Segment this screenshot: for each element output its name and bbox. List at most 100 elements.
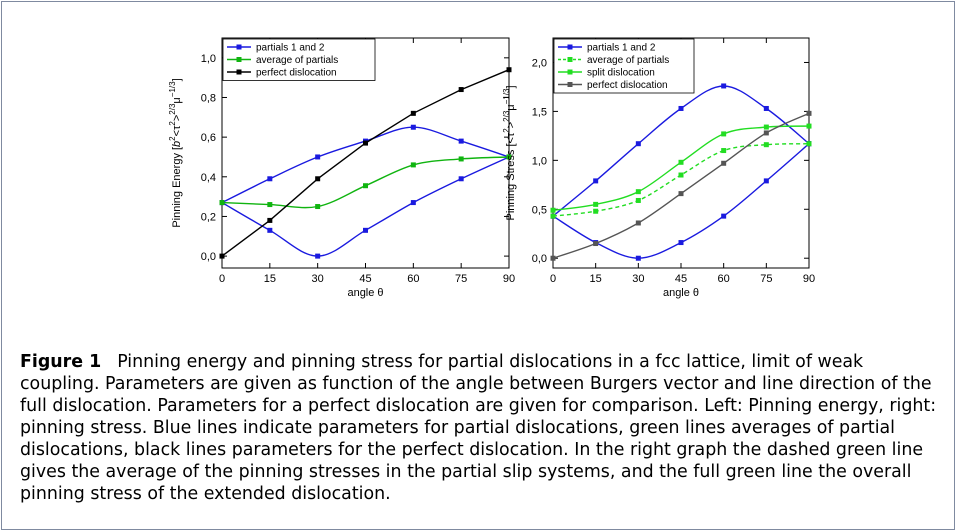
y-tick-label: 0,8 [201,92,216,104]
figure-caption: Figure 1 Pinning energy and pinning stres… [20,351,940,505]
data-point [678,105,684,111]
data-point [593,201,599,207]
series-line [553,112,809,259]
x-tick-label: 60 [407,273,419,285]
data-point [721,131,727,137]
x-tick-label: 45 [359,273,371,285]
data-point [763,130,769,136]
data-point [315,154,321,160]
y-axis-label-part: 2 [168,121,177,126]
y-tick-label: 1,0 [201,53,216,65]
data-point [550,255,556,261]
data-point [363,183,368,189]
y-axis-label-part: μ [505,104,517,110]
legend-label: average of partials [587,55,669,66]
legend-label: average of partials [256,55,338,66]
data-point [410,200,416,206]
y-axis-label-part: b [171,141,183,147]
data-point [593,241,599,247]
y-tick-label: 0,0 [201,251,216,263]
x-tick-label: 0 [219,273,225,285]
data-point [635,189,641,195]
y-tick-label: 0,6 [201,132,216,144]
data-point [721,148,727,154]
data-point [267,202,273,208]
y-axis-label-part: ] [505,85,517,88]
data-point [763,142,769,148]
y-axis-label-part: Pinning Stress [<τ [505,132,517,220]
figure-label: Figure 1 [20,352,102,372]
y-axis-label-part: > [505,122,517,128]
y-axis-label: Pinning Stress [<τ2>2/3μ−1/3] [502,85,517,220]
y-tick-label: 1,5 [532,106,547,118]
data-point [219,200,225,206]
data-point [721,83,727,89]
y-axis-label-part: μ [171,97,183,103]
y-axis-label-part: ] [171,78,183,81]
data-point [267,227,273,233]
data-point [267,176,273,182]
data-point [721,213,727,219]
legend-label: perfect dislocation [587,80,668,91]
data-point [315,176,321,182]
x-tick-label: 30 [312,273,324,285]
y-axis-label-part: 2 [502,128,511,133]
series-line [553,125,809,211]
data-point [506,154,512,160]
data-point [458,176,464,182]
data-point [363,227,368,233]
data-point [550,207,556,213]
y-axis-label-part: 2/3 [502,110,511,122]
legend-label: perfect dislocation [256,68,337,79]
data-point [315,253,321,259]
data-point [410,124,416,130]
x-tick-label: 0 [550,273,556,285]
y-axis-label: Pinning Energy [b2<τ2>2/3μ−1/3] [168,78,183,227]
x-tick-label: 60 [718,273,730,285]
legend-swatch-marker [236,44,242,50]
y-axis-label-part: −1/3 [502,88,511,104]
x-tick-label: 75 [455,273,467,285]
data-point [635,255,641,261]
data-point [458,87,464,93]
data-point [806,123,812,129]
y-axis-label-part: −1/3 [168,81,177,97]
data-point [410,162,416,168]
y-axis-label-part: Pinning Energy [ [171,147,183,228]
data-point [678,240,684,246]
data-point [806,110,812,116]
x-tick-label: 90 [503,273,515,285]
data-point [267,217,273,223]
legend-swatch-marker [567,57,573,62]
x-axis-label: angle θ [347,287,383,299]
data-point [678,159,684,165]
data-point [763,178,769,184]
y-axis-label-part: > [171,115,183,121]
series-line [553,85,809,217]
legend-swatch-marker [236,57,242,62]
caption-text: Pinning energy and pinning stress for pa… [20,352,937,504]
y-tick-label: 1,0 [532,155,547,167]
legend-swatch-marker [567,82,573,87]
y-tick-label: 0,0 [532,253,547,265]
x-axis-label: angle θ [663,287,699,299]
data-point [593,178,599,184]
legend-swatch-marker [567,44,573,50]
y-axis-label-part: <τ [171,125,183,136]
y-axis-label-part: 2/3 [168,103,177,115]
legend-label: split dislocation [587,68,655,79]
legend-swatch-marker [567,69,573,75]
legend-label: partials 1 and 2 [256,43,325,54]
y-tick-label: 2,0 [532,57,547,69]
y-tick-label: 0,2 [201,211,216,223]
data-point [593,208,599,214]
legend-label: partials 1 and 2 [587,43,656,54]
data-point [506,67,512,73]
x-tick-label: 75 [760,273,772,285]
data-point [410,110,416,116]
data-point [678,191,684,197]
data-point [635,220,641,226]
